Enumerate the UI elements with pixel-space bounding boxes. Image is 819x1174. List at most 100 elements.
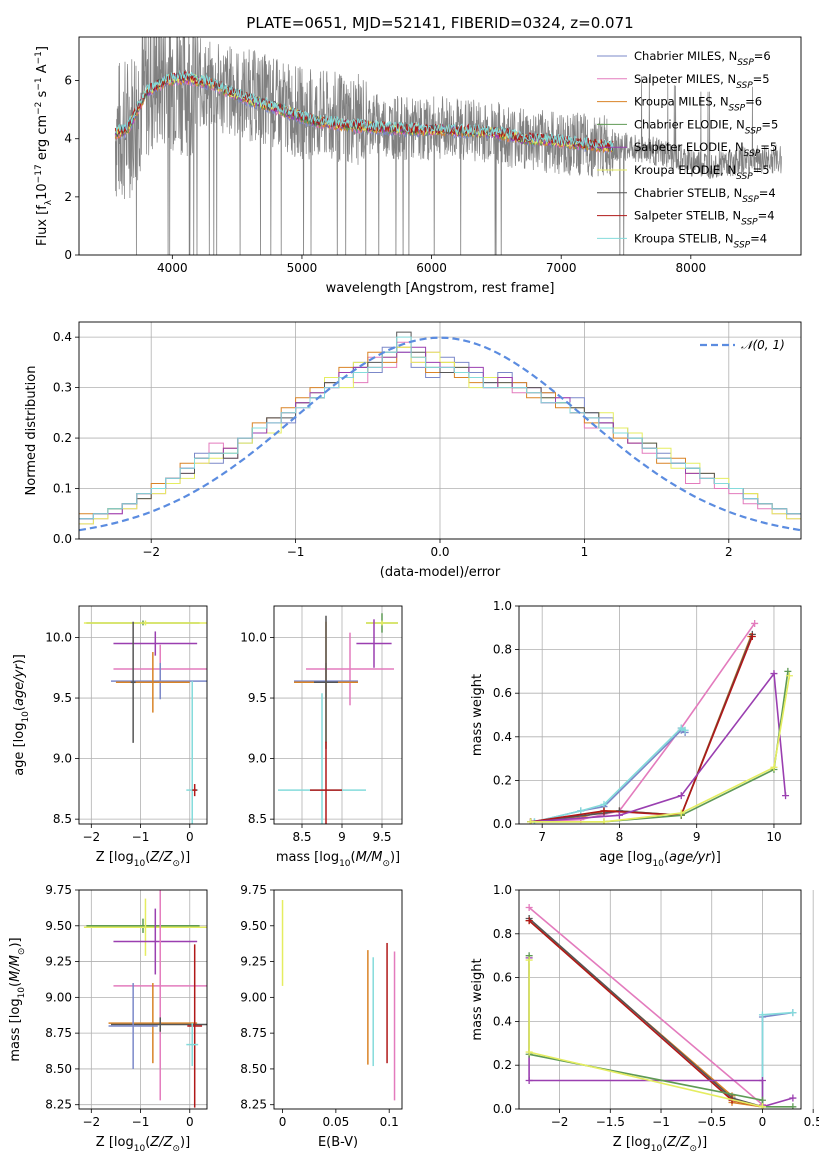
- y-tick-label: 10.0: [45, 630, 72, 644]
- axes-frame: [78, 605, 208, 825]
- x-axis-label: Z [log10(Z/Z⊙)]: [96, 1135, 190, 1154]
- y-tick-label: 9.0: [53, 752, 72, 766]
- legend-label: Chabrier STELIB, NSSP=4: [634, 186, 776, 205]
- weight-line: [534, 729, 686, 823]
- y-tick-label: 9.00: [45, 990, 72, 1004]
- figure-title: PLATE=0651, MJD=52141, FIBERID=0324, z=0…: [246, 14, 633, 32]
- weight-line: [528, 917, 763, 1108]
- data-point: [83, 898, 207, 956]
- y-tick-label: 6: [64, 74, 72, 88]
- label-part: Kroupa ELODIE, N: [634, 163, 736, 177]
- plot-area: [114, 37, 782, 255]
- label-part: Chabrier STELIB, N: [634, 186, 742, 200]
- data-point: [113, 890, 207, 1101]
- weight-marker: [784, 667, 792, 675]
- weight-line: [761, 1011, 793, 1107]
- legend-label: Chabrier MILES, NSSP=6: [634, 49, 771, 68]
- x-axis-label: wavelength [Angstrom, rest frame]: [326, 281, 555, 296]
- model-spectrum: [114, 69, 614, 151]
- x-tick-label: 2: [725, 545, 733, 559]
- data-point: [113, 908, 198, 975]
- weight-marker: [758, 1077, 766, 1085]
- label-part: M/: [356, 850, 373, 865]
- label-part: log: [631, 1135, 651, 1150]
- label-part: )]: [711, 850, 721, 865]
- observed-spectrum: [114, 37, 782, 255]
- label-part: )]: [8, 937, 23, 947]
- y-tick-label: 0.0: [53, 532, 72, 546]
- label-part: Salpeter STELIB, N: [634, 209, 741, 223]
- label-part: age/yr: [12, 663, 27, 706]
- y-tick-label: 0: [64, 248, 72, 262]
- y-axis-label: Flux [fλ10−17 erg cm−2 s−1 A−1]: [34, 46, 54, 246]
- label-part: Salpeter ELODIE, N: [634, 140, 744, 154]
- y-tick-label: 0.1: [53, 482, 72, 496]
- y-tick-label: 8.25: [45, 1098, 72, 1112]
- label-part: A: [35, 64, 50, 77]
- weight-marker: [525, 1077, 533, 1085]
- label-part: Salpeter MILES, N: [634, 72, 736, 86]
- label-part: Chabrier MILES, N: [634, 49, 737, 63]
- axes-frame: [78, 36, 802, 256]
- y-tick-label: 1.0: [493, 599, 512, 613]
- label-part: log: [8, 998, 23, 1018]
- weight-marker: [525, 1048, 533, 1056]
- gaussian-curve: [79, 336, 801, 532]
- label-part: log: [633, 850, 653, 865]
- label-part: Z: [163, 1135, 174, 1150]
- axes-mass-vs-Z: −2 −1 08.258.508.759.009.259.509.75Z [log1…: [8, 883, 208, 1154]
- data-point: [111, 662, 207, 700]
- label-part: (: [662, 1135, 667, 1150]
- weight-line: [530, 671, 789, 823]
- label-part: 10: [134, 859, 146, 869]
- y-tick-label: 2: [64, 190, 72, 204]
- x-tick-label: 7000: [546, 261, 577, 275]
- y-axis-label: age [log10(age/yr)]: [12, 654, 31, 776]
- weight-marker: [758, 1011, 766, 1019]
- x-tick-label: 1: [581, 545, 589, 559]
- data-point: [310, 741, 342, 824]
- weight-marker: [789, 1103, 797, 1109]
- label-part: wavelength [Angstrom, rest frame]: [326, 281, 555, 296]
- label-part: mass weight: [470, 674, 485, 756]
- label-part: )]: [697, 1135, 707, 1150]
- y-tick-label: 0.2: [493, 1058, 512, 1072]
- label-part: )]: [180, 850, 190, 865]
- y-axis-label: Normed distribution: [24, 366, 39, 496]
- label-part: M/: [8, 965, 23, 982]
- axes-age-vs-mass: 8.5 9 9.5 8.5 9.0 9.5 10.0 mass [log10(M/M⊙)]: [240, 605, 403, 869]
- label-part: )]: [180, 1135, 190, 1150]
- y-tick-label: 0.0: [493, 1102, 512, 1116]
- axes-frame: [78, 889, 208, 1110]
- weight-marker: [600, 818, 608, 824]
- data-point: [130, 621, 136, 743]
- x-tick-label: −1: [132, 830, 150, 844]
- y-tick-label: 9.50: [240, 919, 267, 933]
- label-part: SSP: [736, 81, 753, 91]
- y-tick-label: 0.8: [493, 643, 512, 657]
- label-part: log: [12, 723, 27, 743]
- plot-area: [527, 619, 793, 824]
- label-part: (: [12, 706, 27, 711]
- x-tick-label: 9.5: [372, 830, 391, 844]
- label-part: )]: [390, 850, 400, 865]
- plot-area: [83, 620, 207, 824]
- label-part: ⊙: [17, 948, 27, 956]
- label-part: (: [351, 850, 356, 865]
- label-part: mass [: [8, 1018, 23, 1061]
- y-tick-label: 8.25: [240, 1098, 267, 1112]
- weight-line: [530, 636, 752, 823]
- legend-label: Salpeter MILES, NSSP=5: [634, 72, 770, 91]
- label-part: M: [371, 850, 382, 865]
- y-tick-label: 8.75: [240, 1026, 267, 1040]
- label-part: SSP: [736, 172, 753, 182]
- weight-marker: [770, 670, 778, 678]
- y-tick-label: 0.8: [493, 927, 512, 941]
- label-part: Flux [f: [35, 205, 50, 246]
- data-point: [83, 620, 207, 626]
- label-part: Z: [163, 850, 174, 865]
- weight-marker: [770, 763, 778, 771]
- y-axis-label: mass weight: [470, 958, 485, 1040]
- label-part: =6: [745, 95, 762, 109]
- data-point: [86, 918, 200, 933]
